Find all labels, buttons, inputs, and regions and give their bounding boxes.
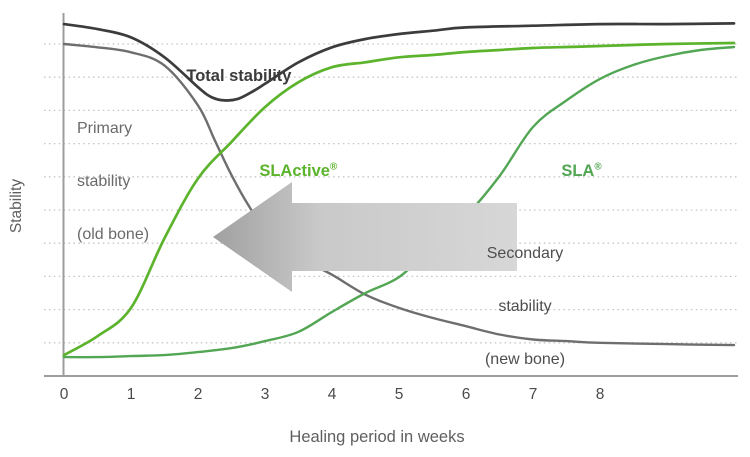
registered-trademark-icon: ® xyxy=(594,161,602,173)
slactive-curve-label: SLActive® xyxy=(241,143,337,200)
x-tick-label: 6 xyxy=(461,386,471,403)
sla-text: SLA xyxy=(561,162,595,180)
secondary-stability-arrow-label: Secondary stability (new bone) xyxy=(445,209,605,405)
x-tick-label: 0 xyxy=(59,386,69,403)
primary-line2: stability xyxy=(77,172,131,190)
curve-total-stability xyxy=(62,22,736,102)
slactive-text: SLActive xyxy=(259,162,330,180)
x-tick-label: 8 xyxy=(595,386,605,403)
primary-stability-curve-label: Primary stability (old bone) xyxy=(77,85,149,279)
sla-curve-label: SLA® xyxy=(543,143,602,200)
x-tick-label: 7 xyxy=(528,386,538,403)
total-stability-text: Total stability xyxy=(186,67,292,85)
curve-slactive xyxy=(62,41,736,357)
curves-behind-arrow xyxy=(62,42,736,359)
secondary-line3: (new bone) xyxy=(484,351,566,369)
curves-front xyxy=(62,22,736,357)
x-axis-title: Healing period in weeks xyxy=(289,428,465,446)
secondary-line2: stability xyxy=(498,297,552,315)
primary-line3: (old bone) xyxy=(77,225,150,243)
registered-trademark-icon: ® xyxy=(329,161,338,173)
secondary-line1: Secondary xyxy=(486,244,564,262)
secondary-stability-left-arrow xyxy=(213,182,517,292)
x-tick-label: 5 xyxy=(394,386,404,403)
y-axis-title: Stability xyxy=(8,178,25,234)
x-tick-label: 1 xyxy=(126,386,136,403)
primary-line1: Primary xyxy=(77,120,133,138)
curve-sla xyxy=(62,45,736,359)
curve-primary-stability-old-bone xyxy=(62,42,736,347)
x-tick-label: 3 xyxy=(260,386,270,403)
total-stability-curve-label: Total stability xyxy=(168,48,291,105)
x-tick-label: 4 xyxy=(327,386,337,403)
x-tick-label: 2 xyxy=(193,386,203,403)
